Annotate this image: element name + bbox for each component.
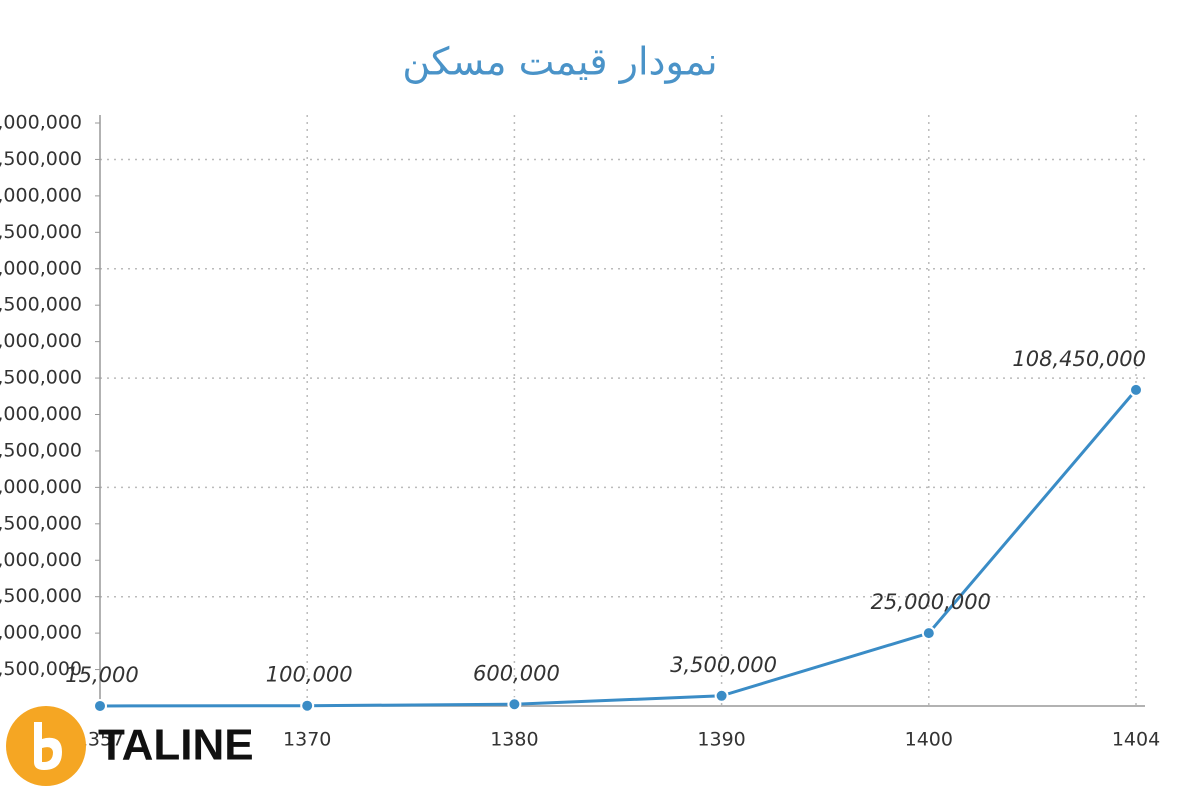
y-tick-label: 37,500,000 [0,585,82,607]
y-tick-label: 187,500,000 [0,148,82,170]
y-tick-label: 137,500,000 [0,294,82,316]
x-tick-label: 1404 [1112,729,1160,751]
y-tick-label: 162,500,000 [0,221,82,243]
data-label: 600,000 [473,661,560,685]
y-tick-label: 50,000,000 [0,549,82,571]
x-tick-label: 1400 [905,729,953,751]
data-label: 3,500,000 [670,653,777,677]
point [93,698,107,713]
y-tick-label: 100,000,000 [0,403,82,425]
logo-text: TALINE [98,721,254,770]
y-tick-label: 62,500,000 [0,512,82,534]
x-tick-label: 1390 [697,729,745,751]
data-label: 108,450,000 [1012,347,1146,371]
y-tick-label: 112,500,000 [0,367,82,389]
chart-title: نمودار قیمت مسکن [402,40,717,85]
y-tick-label: 200,000,000 [0,112,82,134]
plot-area: 12,500,000 25,000,000 37,500,000 50,000,000… [0,112,1160,751]
y-tick-label: 150,000,000 [0,257,82,279]
point [1129,382,1143,397]
y-tick-label: 125,000,000 [0,330,82,352]
data-label: 100,000 [266,663,353,687]
data-label: 25,000,000 [871,590,991,614]
x-tick-label: 1380 [490,729,538,751]
logo: TALINE [6,706,254,786]
x-tick-label: 1357 [76,729,124,751]
data-label: 15,000 [65,663,138,687]
y-tick-label: 175,000,000 [0,184,82,206]
y-tick-label: 25,000,000 [0,622,82,644]
point [300,698,315,713]
point [714,688,729,703]
point [507,697,522,712]
y-tick-label: 87,500,000 [0,439,82,461]
point [921,626,936,641]
y-tick-label: 75,000,000 [0,476,82,498]
x-tick-label: 1370 [283,729,331,751]
line [99,388,1138,708]
y-tick-label: 12,500,000 [0,658,82,680]
logo-glyph [34,722,62,770]
